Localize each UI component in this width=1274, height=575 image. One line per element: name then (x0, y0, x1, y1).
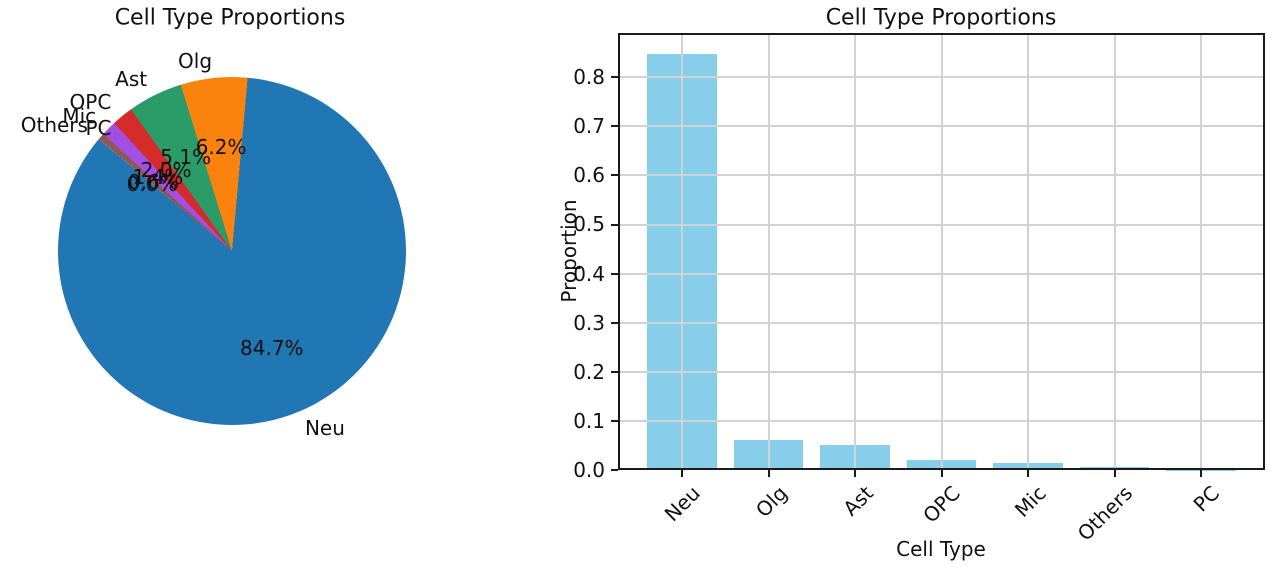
pie-slice-label-others: Others (20, 112, 88, 137)
x-tick-mark (1027, 470, 1029, 477)
gridline-horizontal (618, 370, 1265, 373)
pie-pct-label-others: 0.6% (128, 170, 179, 195)
gridline-vertical (767, 33, 770, 470)
pie-pct-label-neu: 84.7% (240, 335, 304, 360)
pie-slice-label-ast: Ast (115, 67, 148, 92)
gridline-vertical (1113, 33, 1116, 470)
pie-slice-label-olg: Olg (178, 48, 213, 73)
y-tick-mark (611, 174, 618, 177)
gridline-vertical (1200, 33, 1202, 470)
gridline-vertical (940, 33, 943, 470)
gridline-horizontal (618, 76, 1265, 79)
pie-slice-label-pc: PC (85, 115, 112, 140)
x-tick-mark (1200, 470, 1202, 477)
y-tick-label-0.3: 0.3 (573, 310, 605, 335)
gridline-vertical (681, 33, 683, 470)
x-tick-label-ast: Ast (838, 481, 878, 521)
y-tick-label-0.5: 0.5 (573, 212, 605, 237)
y-tick-label-0.0: 0.0 (573, 458, 605, 482)
pie-slice-label-neu: Neu (304, 415, 345, 440)
pie-pct-label-ast: 5.1% (160, 145, 212, 170)
y-tick-mark (611, 469, 618, 471)
y-tick-mark (611, 125, 618, 128)
y-tick-label-0.8: 0.8 (573, 65, 605, 90)
y-tick-mark (611, 272, 618, 275)
y-tick-mark (611, 223, 618, 226)
y-tick-mark (611, 370, 618, 373)
x-axis-label: Cell Type (896, 537, 986, 561)
gridline-vertical (854, 33, 856, 470)
x-tick-label-neu: Neu (659, 481, 705, 527)
x-tick-label-olg: Olg (750, 481, 792, 523)
bar-plot-area (618, 33, 1265, 470)
gridline-horizontal (618, 223, 1265, 226)
gridline-horizontal (618, 174, 1265, 177)
bar-title: Cell Type Proportions (825, 5, 1057, 31)
pie-slice-label-opc: OPC (69, 90, 112, 115)
x-tick-label-pc: PC (1188, 481, 1224, 517)
y-tick-mark (611, 419, 618, 422)
y-tick-label-0.4: 0.4 (573, 261, 605, 286)
gridline-horizontal (618, 272, 1265, 275)
axes-spines (618, 33, 1265, 470)
gridline-horizontal (618, 419, 1265, 422)
pie-slice-label-mic: Mic (62, 104, 97, 129)
y-axis-label: Proportion (557, 199, 581, 303)
x-tick-mark (681, 470, 683, 477)
x-tick-mark (1113, 470, 1116, 477)
pie-pct-label-olg: 6.2% (195, 135, 247, 160)
pie-pct-label-pc: 0.0% (126, 171, 178, 196)
y-tick-mark (611, 76, 618, 79)
x-tick-mark (854, 470, 856, 477)
y-tick-label-0.6: 0.6 (573, 163, 605, 188)
y-tick-label-0.2: 0.2 (573, 359, 605, 384)
gridline-horizontal (618, 321, 1265, 324)
gridline-horizontal (618, 125, 1265, 128)
pie-title: Cell Type Proportions (114, 5, 346, 31)
x-tick-label-mic: Mic (1010, 481, 1051, 522)
x-tick-label-opc: OPC (917, 481, 965, 528)
gridline-vertical (1027, 33, 1029, 470)
y-tick-mark (611, 321, 618, 324)
y-tick-label-0.7: 0.7 (573, 114, 605, 139)
y-tick-label-0.1: 0.1 (573, 408, 605, 433)
pie-chart (58, 77, 406, 425)
x-tick-label-others: Others (1072, 481, 1138, 546)
pie-pct-label-mic: 1.4% (132, 165, 184, 190)
pie-pct-label-opc: 2.0% (140, 157, 192, 182)
x-tick-mark (767, 470, 770, 477)
grid-layer (618, 33, 1265, 470)
x-tick-mark (940, 470, 943, 477)
